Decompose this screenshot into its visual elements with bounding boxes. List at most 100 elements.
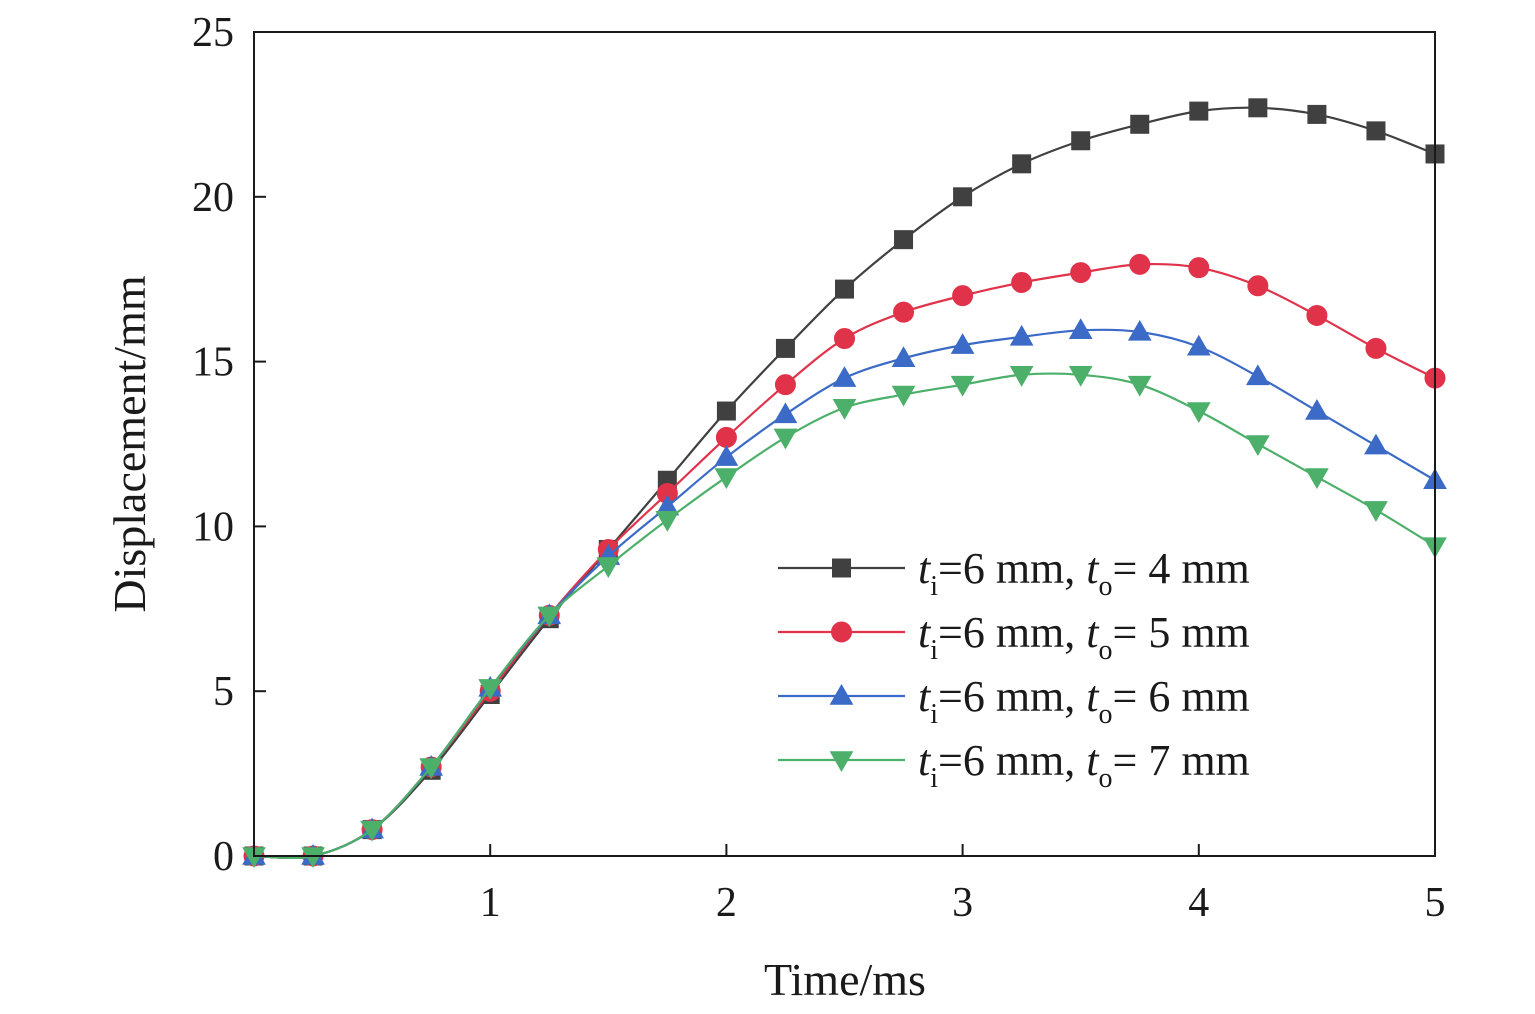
data-point <box>715 426 737 448</box>
legend-label-part: t <box>1086 608 1100 657</box>
data-point <box>1365 337 1387 359</box>
data-point <box>1127 319 1152 341</box>
legend-label-part: =6 mm, <box>938 544 1086 593</box>
legend-label-part: i <box>930 635 938 666</box>
y-tick-label: 25 <box>192 10 234 56</box>
x-axis-title: Time/ms <box>764 954 926 1005</box>
data-point <box>891 346 916 368</box>
legend-label-part: t <box>1086 736 1100 785</box>
series-4 <box>242 366 1447 869</box>
legend-label-part: t <box>918 736 932 785</box>
legend-marker <box>829 683 854 705</box>
data-point <box>1068 366 1093 387</box>
data-point <box>1364 501 1388 522</box>
legend-entry: ti=6 mm, to= 6 mm <box>778 672 1250 730</box>
legend-label-part: t <box>1086 672 1100 721</box>
legend-label-part: = 5 mm <box>1113 608 1250 657</box>
data-point <box>953 187 973 207</box>
data-point <box>716 401 736 421</box>
legend-label-part: = 7 mm <box>1113 736 1250 785</box>
x-tick-label: 3 <box>952 880 973 926</box>
data-point <box>1009 366 1034 387</box>
legend-label-part: i <box>930 763 938 794</box>
data-point <box>1129 253 1151 275</box>
legend-label-part: =6 mm, <box>938 736 1086 785</box>
legend-label-part: =6 mm, <box>938 608 1086 657</box>
data-point <box>894 230 914 250</box>
legend-label-part: o <box>1099 699 1113 730</box>
x-tick-label: 1 <box>480 880 501 926</box>
data-point <box>1012 154 1032 174</box>
plot-frame <box>253 31 1436 857</box>
data-point <box>1130 114 1150 134</box>
data-point <box>1071 131 1091 151</box>
series-line <box>253 106 1436 860</box>
data-point <box>832 398 857 420</box>
data-point <box>301 847 325 869</box>
data-point <box>1189 101 1209 121</box>
x-tick-label: 5 <box>1425 880 1446 926</box>
data-point <box>1245 364 1270 386</box>
y-tick-label: 20 <box>192 175 234 221</box>
data-point <box>655 511 680 532</box>
data-point <box>1011 271 1033 293</box>
y-tick-label: 5 <box>213 669 234 715</box>
data-point <box>832 366 857 387</box>
data-point <box>773 428 798 450</box>
legend-label-part: = 4 mm <box>1113 544 1250 593</box>
data-point <box>1248 98 1268 118</box>
data-point <box>1127 375 1152 397</box>
data-point <box>537 606 562 628</box>
data-point <box>1366 121 1386 141</box>
legend-label: ti=6 mm, to= 6 mm <box>918 672 1250 730</box>
data-point <box>1245 435 1270 457</box>
ticks-layer: 1 2 3 4 5 0 5 10 15 20 25 <box>192 10 1446 926</box>
data-point <box>950 333 975 354</box>
series-1 <box>244 98 1445 866</box>
legend-label-part: t <box>918 544 932 593</box>
series-line <box>253 372 1436 860</box>
legend-label-part: =6 mm, <box>938 672 1086 721</box>
y-axis-title: Displacement/mm <box>104 275 155 612</box>
legend-label-part: t <box>1086 544 1100 593</box>
y-tick-label: 10 <box>192 504 234 550</box>
y-tick-label: 0 <box>213 834 234 880</box>
data-point <box>596 557 621 578</box>
data-point <box>950 375 975 397</box>
data-point <box>835 279 854 299</box>
y-tick-label: 15 <box>192 340 234 386</box>
legend-label: ti=6 mm, to= 7 mm <box>918 736 1250 794</box>
legend-entry: ti=6 mm, to= 5 mm <box>778 608 1250 666</box>
x-tick-label: 2 <box>716 880 737 926</box>
x-tick-label: 4 <box>1188 880 1209 926</box>
legend-label-part: t <box>918 608 932 657</box>
legend-label-part: = 6 mm <box>1113 672 1250 721</box>
data-point <box>1068 318 1093 340</box>
legend-entry: ti=6 mm, to= 7 mm <box>778 736 1250 794</box>
data-point <box>1305 399 1329 420</box>
legend-label: ti=6 mm, to= 5 mm <box>918 608 1250 666</box>
legend-label-part: i <box>930 571 938 602</box>
data-point <box>360 820 384 842</box>
data-point <box>1009 324 1034 346</box>
data-point <box>893 301 915 323</box>
legend-marker <box>832 558 851 578</box>
legend-label-part: o <box>1099 635 1113 666</box>
data-point <box>891 385 916 407</box>
data-point <box>1307 104 1327 124</box>
legend-marker <box>831 621 852 643</box>
legend-entry: ti=6 mm, to= 4 mm <box>778 544 1250 602</box>
data-point <box>1188 257 1210 279</box>
data-point <box>1186 334 1211 356</box>
data-point <box>1247 275 1269 297</box>
data-point <box>419 758 444 780</box>
legend-label-part: t <box>918 672 932 721</box>
data-point <box>952 285 974 307</box>
data-point <box>478 679 503 700</box>
data-point <box>1070 262 1092 284</box>
legend-label-part: i <box>930 699 938 730</box>
data-point <box>834 328 855 350</box>
data-point <box>775 338 795 358</box>
